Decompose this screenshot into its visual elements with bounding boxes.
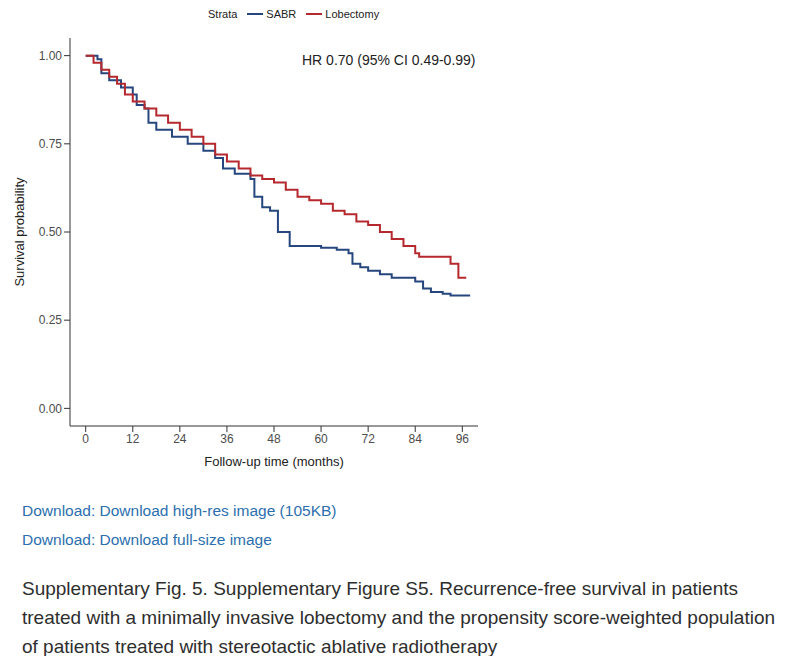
svg-text:12: 12 bbox=[126, 432, 140, 446]
html-text:Strata: Strata bbox=[208, 8, 238, 20]
svg-text:96: 96 bbox=[456, 432, 470, 446]
svg-text:84: 84 bbox=[409, 432, 423, 446]
html-text:Supplementary Fig. 5. Suppleme: Supplementary Fig. 5. Supplementary Figu… bbox=[22, 578, 775, 657]
svg-text:48: 48 bbox=[267, 432, 281, 446]
html-text:Lobectomy: Lobectomy bbox=[325, 8, 380, 20]
svg-text:0.00: 0.00 bbox=[39, 402, 63, 416]
svg-text:Follow-up time (months): Follow-up time (months) bbox=[204, 454, 343, 469]
svg-text:24: 24 bbox=[173, 432, 187, 446]
html-text:HR 0.70 (95% CI 0.49-0.99): HR 0.70 (95% CI 0.49-0.99) bbox=[302, 52, 476, 68]
html-text:SABR: SABR bbox=[266, 8, 297, 20]
html-text:Download: Download full-size i: Download: Download full-size image bbox=[22, 531, 272, 548]
svg-text:0: 0 bbox=[82, 432, 89, 446]
svg-text:0.25: 0.25 bbox=[39, 313, 63, 327]
svg-text:1.00: 1.00 bbox=[39, 49, 63, 63]
svg-text:Survival probability: Survival probability bbox=[12, 177, 27, 287]
html-text:Download: Download high-res im: Download: Download high-res image (105KB… bbox=[22, 502, 337, 519]
svg-text:0.75: 0.75 bbox=[39, 137, 63, 151]
svg-text:72: 72 bbox=[361, 432, 375, 446]
svg-text:36: 36 bbox=[220, 432, 234, 446]
svg-text:0.50: 0.50 bbox=[39, 225, 63, 239]
svg-text:60: 60 bbox=[314, 432, 328, 446]
